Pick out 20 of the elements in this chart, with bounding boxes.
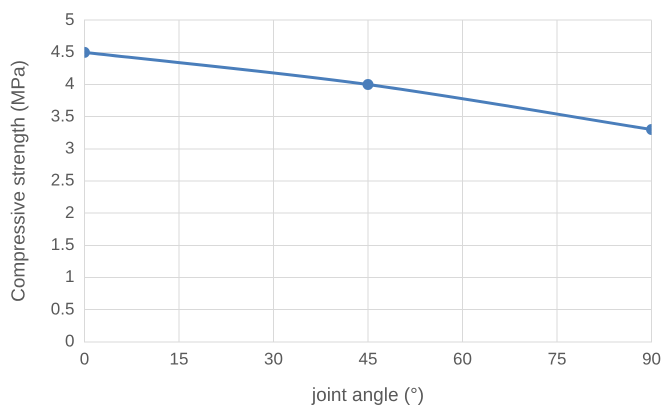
y-axis-title: Compressive strength (MPa): [8, 60, 30, 302]
x-tick-label: 90: [642, 350, 662, 369]
y-tick-label: 1: [64, 267, 74, 286]
x-tick-label: 75: [548, 350, 566, 369]
x-tick-label: 45: [358, 350, 378, 369]
x-tick-label: 0: [80, 350, 90, 369]
y-tick-label: 1.5: [50, 235, 74, 254]
y-tick-label: 4.5: [50, 42, 74, 62]
y-tick-label: 3: [64, 138, 74, 158]
y-tick-label: 3.5: [50, 106, 74, 126]
y-tick-label: 4: [64, 74, 74, 94]
y-tick-label: 5: [64, 10, 74, 29]
y-tick-label: 2: [64, 202, 74, 222]
y-tick-label: 2.5: [50, 170, 74, 190]
y-tick-label: 0.5: [50, 299, 74, 318]
y-tick-label: 0: [64, 331, 74, 350]
x-tick-label: 60: [453, 350, 472, 369]
x-tick-label: 15: [169, 350, 188, 369]
x-tick-label: 30: [264, 350, 283, 369]
x-axis-title: joint angle (°): [310, 384, 424, 406]
